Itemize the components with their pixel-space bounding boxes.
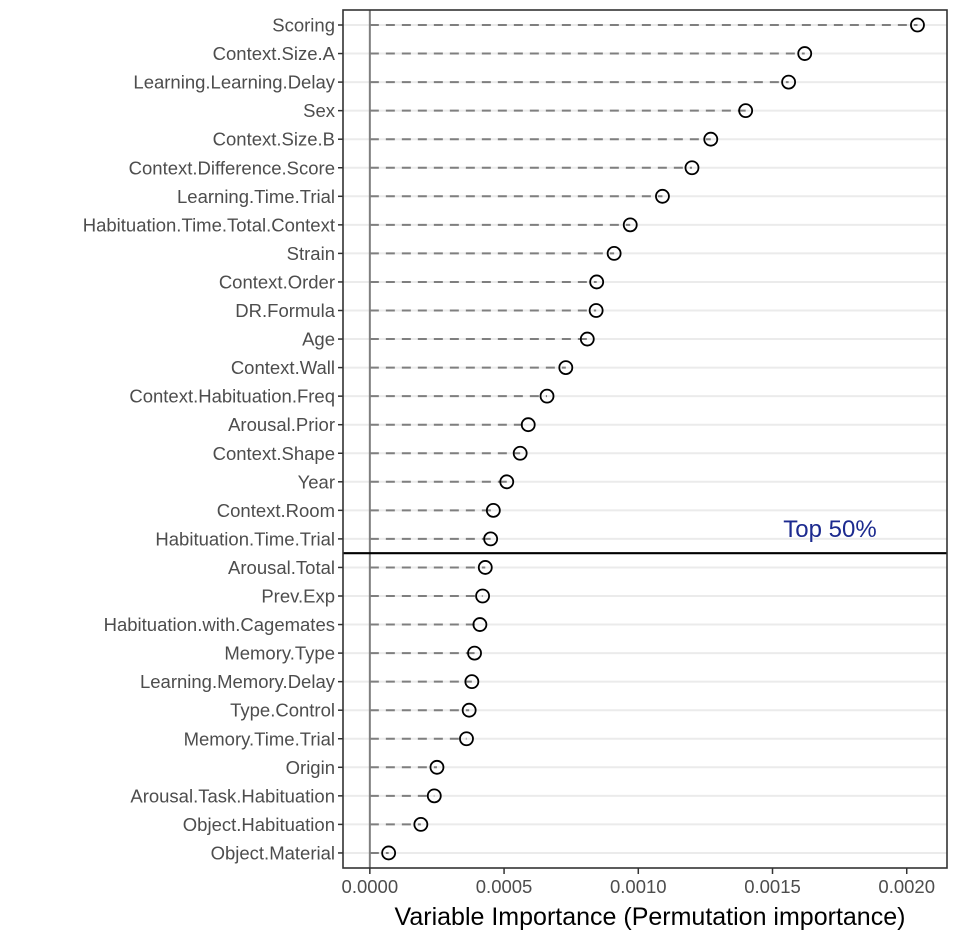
- y-tick-label: Origin: [286, 757, 335, 778]
- data-point: [738, 103, 754, 119]
- data-point: [464, 674, 480, 690]
- y-tick-label: Arousal.Task.Habituation: [130, 785, 335, 806]
- y-tick-label: Habituation.Time.Trial: [155, 528, 335, 549]
- y-tick-label: Context.Room: [217, 500, 335, 521]
- data-point: [475, 588, 490, 604]
- y-tick-label: Age: [302, 329, 335, 350]
- data-point: [429, 759, 445, 775]
- data-point: [381, 845, 397, 861]
- data-point: [579, 331, 595, 347]
- point-layer: [381, 17, 925, 861]
- y-tick-label: Object.Material: [211, 842, 335, 863]
- y-tick-label: Context.Order: [219, 271, 335, 292]
- y-tick-label: DR.Formula: [235, 300, 335, 321]
- y-tick-label: Memory.Type: [224, 643, 335, 664]
- data-point: [459, 731, 474, 747]
- y-tick-label: Prev.Exp: [261, 586, 335, 607]
- y-tick-label: Learning.Learning.Delay: [133, 72, 335, 93]
- data-point: [589, 274, 605, 290]
- data-point: [797, 46, 813, 61]
- x-tick-label: 0.0015: [744, 876, 801, 897]
- x-tick-label: 0.0000: [342, 876, 399, 897]
- y-tick-label: Arousal.Prior: [228, 414, 335, 435]
- data-point: [472, 617, 488, 632]
- x-tick-label: 0.0020: [878, 876, 935, 897]
- data-point: [413, 817, 429, 832]
- x-axis-title: Variable Importance (Permutation importa…: [395, 903, 906, 931]
- leader-layer: [369, 24, 918, 854]
- data-point: [622, 217, 638, 233]
- y-tick-label: Strain: [287, 243, 335, 264]
- data-point: [703, 131, 719, 147]
- data-point: [655, 188, 670, 204]
- threshold-label: Top 50%: [783, 516, 876, 543]
- data-point: [558, 360, 574, 376]
- data-point: [910, 17, 925, 33]
- data-point: [499, 474, 515, 490]
- y-tick-label: Context.Shape: [213, 443, 335, 464]
- y-tick-label: Learning.Time.Trial: [177, 186, 335, 207]
- y-tick-label: Scoring: [272, 15, 335, 36]
- y-tick-label: Habituation.Time.Total.Context: [83, 214, 335, 235]
- y-tick-label: Learning.Memory.Delay: [140, 671, 336, 692]
- axis-layer: [338, 9, 948, 874]
- grid-layer: [343, 24, 947, 854]
- y-tick-label: Context.Wall: [231, 357, 335, 378]
- y-tick-label: Habituation.with.Cagemates: [104, 614, 335, 635]
- y-tick-label: Context.Difference.Score: [129, 157, 335, 178]
- data-point: [781, 74, 797, 90]
- y-tick-label: Sex: [303, 100, 336, 121]
- x-tick-label: 0.0005: [476, 876, 533, 897]
- data-point: [588, 303, 604, 318]
- x-tick-label: 0.0010: [610, 876, 667, 897]
- data-point: [539, 388, 555, 404]
- y-tick-label: Context.Size.A: [213, 43, 336, 64]
- data-point: [477, 560, 493, 575]
- data-point: [485, 502, 501, 518]
- data-point: [467, 645, 482, 661]
- panel-border: [342, 9, 948, 869]
- y-tick-label: Context.Size.B: [213, 129, 335, 150]
- y-tick-label: Arousal.Total: [228, 557, 335, 578]
- y-tick-label: Type.Control: [230, 700, 335, 721]
- data-point: [461, 702, 477, 718]
- label-layer: Scoring Context.Size.A Learning.Learning.D…: [83, 15, 935, 898]
- y-tick-label: Object.Habituation: [183, 814, 335, 835]
- data-point: [483, 531, 499, 547]
- y-tick-label: Memory.Time.Trial: [184, 728, 335, 749]
- data-point: [606, 245, 622, 261]
- y-tick-label: Year: [298, 471, 335, 492]
- data-point: [520, 417, 536, 433]
- data-point: [512, 445, 528, 461]
- data-point: [426, 788, 442, 804]
- data-point: [684, 160, 700, 176]
- y-tick-label: Context.Habituation.Freq: [129, 386, 335, 407]
